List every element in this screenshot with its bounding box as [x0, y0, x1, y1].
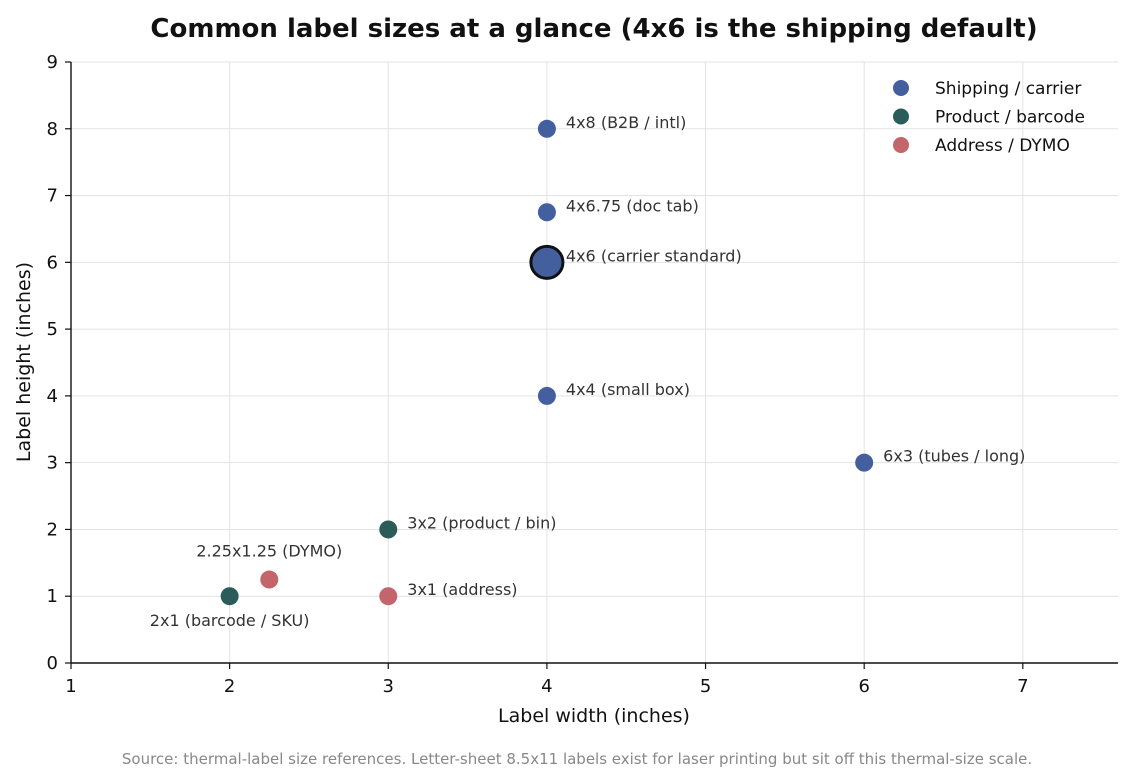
y-tick-label: 5 [47, 319, 58, 340]
data-point [537, 119, 556, 138]
axes [65, 61, 1118, 669]
y-tick-label: 3 [47, 453, 58, 474]
legend-marker [893, 80, 909, 96]
point-label: 3x1 (address) [407, 580, 517, 599]
x-tick-label: 6 [858, 676, 869, 697]
y-tick-label: 7 [47, 186, 58, 207]
legend: Shipping / carrier Product / barcode Addre… [893, 79, 1085, 156]
point-label: 4x8 (B2B / intl) [566, 113, 686, 132]
x-tick-label: 2 [224, 676, 235, 697]
data-point [537, 203, 556, 222]
x-tick-label: 5 [700, 676, 711, 697]
point-label: 3x2 (product / bin) [407, 513, 556, 532]
grid [71, 61, 1118, 663]
legend-entry: Address / DYMO [935, 136, 1070, 156]
point-labels: 4x8 (B2B / intl) 4x6.75 (doc tab) 4x6 (car… [150, 113, 1026, 630]
data-point [379, 520, 398, 539]
data-points [220, 119, 874, 606]
chart-title: Common label sizes at a glance (4x6 is t… [150, 14, 1037, 44]
data-point [379, 587, 398, 606]
data-point [220, 587, 239, 606]
source-footnote: Source: thermal-label size references. L… [122, 750, 1032, 768]
y-tick-label: 6 [47, 252, 58, 273]
x-tick-label: 1 [65, 676, 76, 697]
x-axis-label: Label width (inches) [498, 705, 690, 727]
y-tick-label: 1 [47, 586, 58, 607]
x-tick-label: 3 [383, 676, 394, 697]
point-label: 2x1 (barcode / SKU) [150, 611, 310, 630]
legend-marker [893, 137, 909, 153]
data-point [537, 386, 556, 405]
point-label: 4x6 (carrier standard) [566, 246, 742, 265]
y-tick-label: 4 [47, 386, 58, 407]
y-tick-label: 9 [47, 52, 58, 73]
y-axis-label: Label height (inches) [13, 262, 35, 462]
point-label: 6x3 (tubes / long) [883, 447, 1025, 466]
legend-entry: Shipping / carrier [935, 79, 1081, 99]
y-tick-label: 8 [47, 119, 58, 140]
point-label: 4x4 (small box) [566, 380, 690, 399]
data-point-highlighted [529, 244, 565, 280]
y-tick-label: 0 [47, 653, 58, 674]
data-point [855, 453, 874, 472]
x-tick-label: 7 [1017, 676, 1028, 697]
point-label: 2.25x1.25 (DYMO) [196, 542, 342, 561]
point-label: 4x6.75 (doc tab) [566, 196, 699, 215]
y-tick-label: 2 [47, 519, 58, 540]
data-point [260, 570, 279, 589]
legend-entry: Product / barcode [935, 108, 1085, 128]
x-tick-label: 4 [541, 676, 552, 697]
legend-marker [893, 108, 909, 125]
